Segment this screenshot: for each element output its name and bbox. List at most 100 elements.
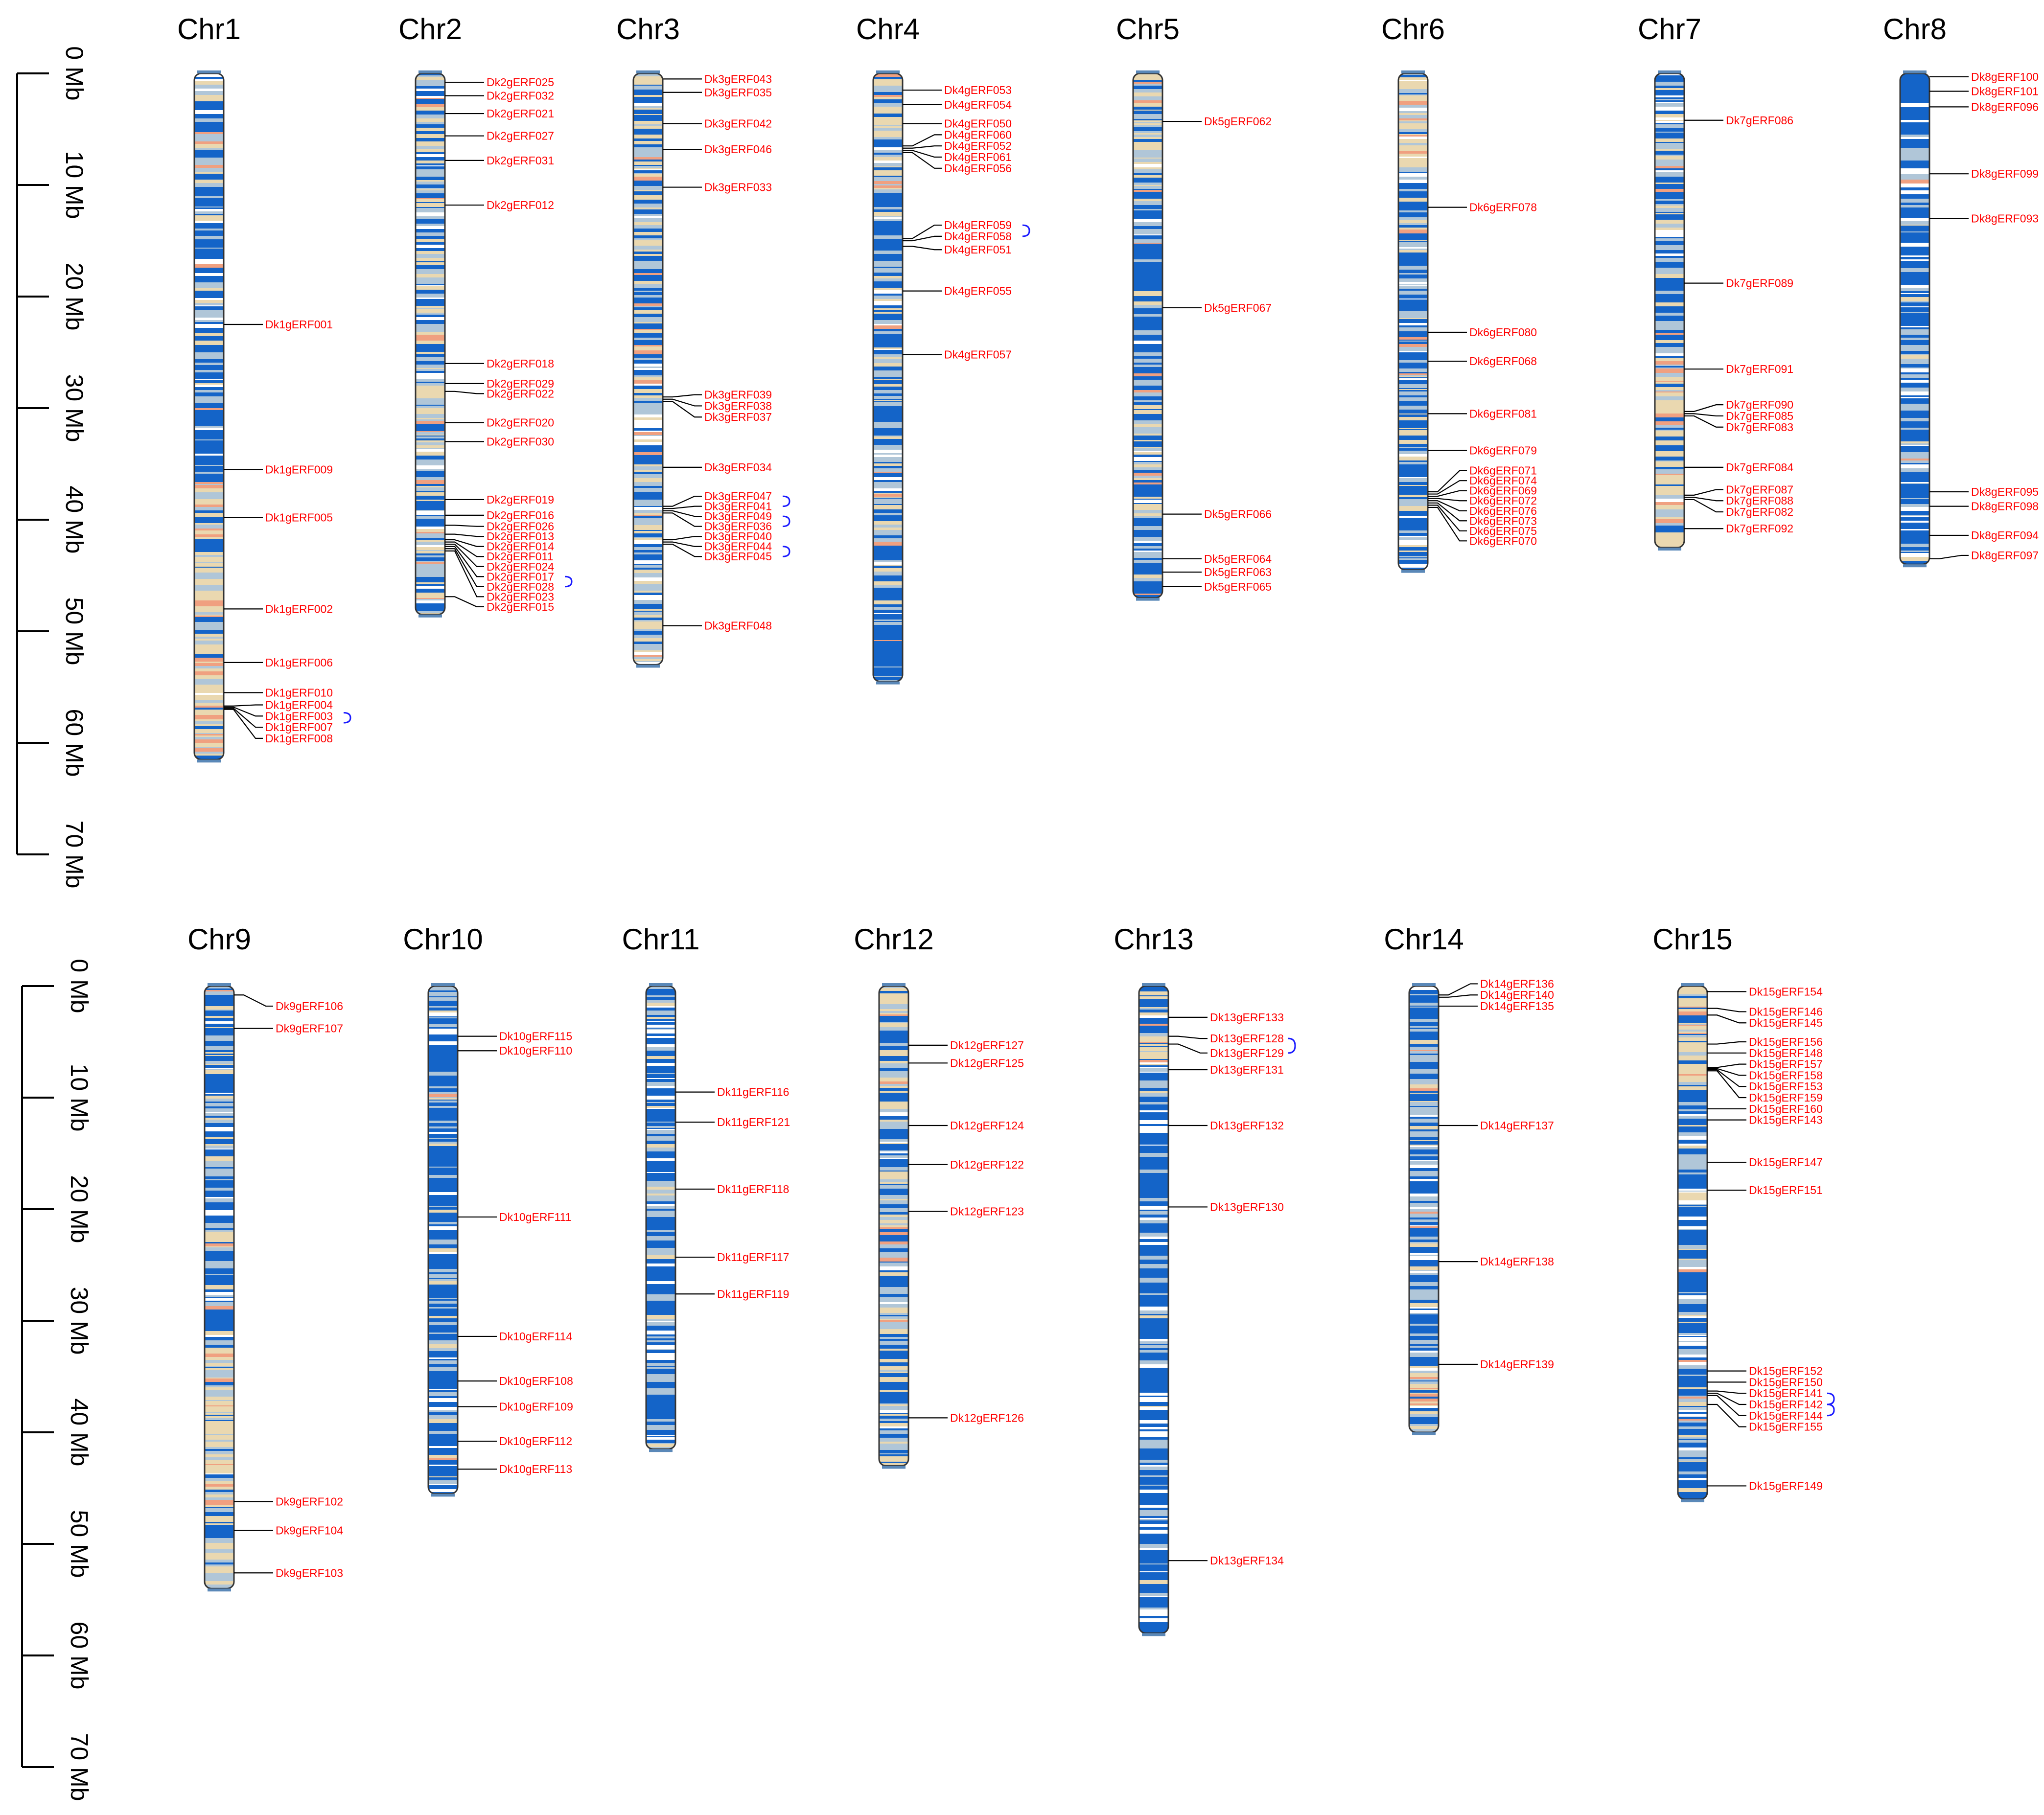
density-band bbox=[1678, 1360, 1707, 1362]
density-band bbox=[428, 1410, 458, 1413]
density-band bbox=[194, 81, 224, 85]
density-band bbox=[1409, 1282, 1439, 1286]
density-band bbox=[1133, 153, 1162, 157]
density-band bbox=[194, 150, 224, 154]
gene-label: Dk10gERF109 bbox=[499, 1401, 573, 1413]
density-band bbox=[1139, 1024, 1168, 1026]
density-band bbox=[646, 1082, 675, 1086]
density-band bbox=[428, 1098, 458, 1100]
density-band bbox=[873, 497, 903, 498]
density-band bbox=[205, 1374, 234, 1378]
density-band bbox=[873, 588, 903, 589]
density-band bbox=[428, 1065, 458, 1070]
density-band bbox=[633, 618, 663, 620]
density-band bbox=[1678, 986, 1707, 990]
density-band bbox=[194, 147, 224, 149]
density-band bbox=[1655, 298, 1684, 300]
density-band bbox=[873, 314, 903, 317]
density-band bbox=[1900, 177, 1929, 180]
chromosome-chr4: Chr4Dk4gERF053Dk4gERF054Dk4gERF050Dk4gER… bbox=[856, 13, 1030, 685]
density-band bbox=[205, 1006, 234, 1010]
density-band bbox=[1133, 552, 1162, 556]
density-band bbox=[633, 225, 663, 229]
density-band bbox=[646, 1055, 675, 1057]
density-band bbox=[1133, 183, 1162, 185]
density-band bbox=[873, 302, 903, 306]
density-band bbox=[1133, 222, 1162, 227]
density-band bbox=[205, 1297, 234, 1299]
density-band bbox=[194, 162, 224, 165]
density-band bbox=[1655, 286, 1684, 288]
density-band bbox=[205, 1052, 234, 1054]
density-band bbox=[1139, 1003, 1168, 1007]
density-band bbox=[1678, 1336, 1707, 1337]
density-band bbox=[1900, 122, 1929, 127]
density-band bbox=[205, 1056, 234, 1060]
density-band bbox=[194, 563, 224, 567]
density-band bbox=[873, 613, 903, 615]
density-band bbox=[873, 206, 903, 207]
density-band bbox=[194, 682, 224, 685]
density-band bbox=[1398, 98, 1428, 101]
density-band bbox=[873, 305, 903, 307]
density-band bbox=[194, 138, 224, 142]
density-band bbox=[194, 517, 224, 520]
density-band bbox=[416, 290, 445, 294]
density-band bbox=[873, 482, 903, 484]
density-band bbox=[873, 484, 903, 488]
density-band bbox=[428, 1094, 458, 1098]
density-band bbox=[1900, 101, 1929, 104]
density-band bbox=[1678, 1299, 1707, 1302]
gene-label: Dk5gERF067 bbox=[1204, 301, 1272, 314]
density-band bbox=[1655, 532, 1684, 535]
density-band bbox=[1655, 326, 1684, 330]
density-band bbox=[633, 457, 663, 459]
density-band bbox=[1678, 1166, 1707, 1168]
density-band bbox=[1409, 1203, 1439, 1207]
density-band bbox=[873, 506, 903, 510]
density-band bbox=[1139, 1601, 1168, 1603]
density-band bbox=[1398, 77, 1428, 81]
density-band bbox=[873, 344, 903, 348]
density-band bbox=[1678, 1170, 1707, 1172]
gene-label: Dk5gERF063 bbox=[1204, 566, 1272, 578]
density-band bbox=[1398, 368, 1428, 372]
gene-leader-line bbox=[663, 398, 702, 407]
density-band bbox=[194, 230, 224, 234]
density-band bbox=[1409, 1234, 1439, 1237]
density-band bbox=[416, 320, 445, 324]
gene-label: Dk3gERF045 bbox=[704, 550, 772, 563]
density-band bbox=[1409, 1426, 1439, 1429]
density-band bbox=[1139, 1059, 1168, 1060]
density-band bbox=[879, 1282, 908, 1285]
density-band bbox=[646, 1304, 675, 1309]
density-band bbox=[879, 1401, 908, 1404]
density-band bbox=[1133, 484, 1162, 487]
density-band bbox=[1398, 428, 1428, 430]
gene-leader-line bbox=[663, 510, 702, 517]
density-band bbox=[1655, 97, 1684, 99]
density-band bbox=[1409, 1153, 1439, 1155]
density-band bbox=[428, 1415, 458, 1418]
density-band bbox=[194, 725, 224, 727]
density-band bbox=[416, 555, 445, 558]
density-band bbox=[205, 1061, 234, 1064]
gene-label: Dk4gERF054 bbox=[944, 98, 1012, 111]
density-band bbox=[1398, 544, 1428, 546]
density-band bbox=[1409, 1094, 1439, 1097]
density-band bbox=[1655, 484, 1684, 486]
density-band bbox=[1409, 1379, 1439, 1381]
density-band bbox=[205, 1466, 234, 1469]
gene-leader-line bbox=[663, 496, 702, 507]
density-band bbox=[633, 661, 663, 663]
density-band bbox=[1133, 92, 1162, 97]
density-band bbox=[879, 1014, 908, 1016]
density-band bbox=[873, 436, 903, 437]
density-band bbox=[646, 1056, 675, 1059]
density-band bbox=[633, 82, 663, 85]
density-band bbox=[416, 254, 445, 256]
density-band bbox=[194, 332, 224, 333]
density-band bbox=[1398, 334, 1428, 338]
density-band bbox=[879, 1136, 908, 1140]
density-band bbox=[633, 314, 663, 315]
